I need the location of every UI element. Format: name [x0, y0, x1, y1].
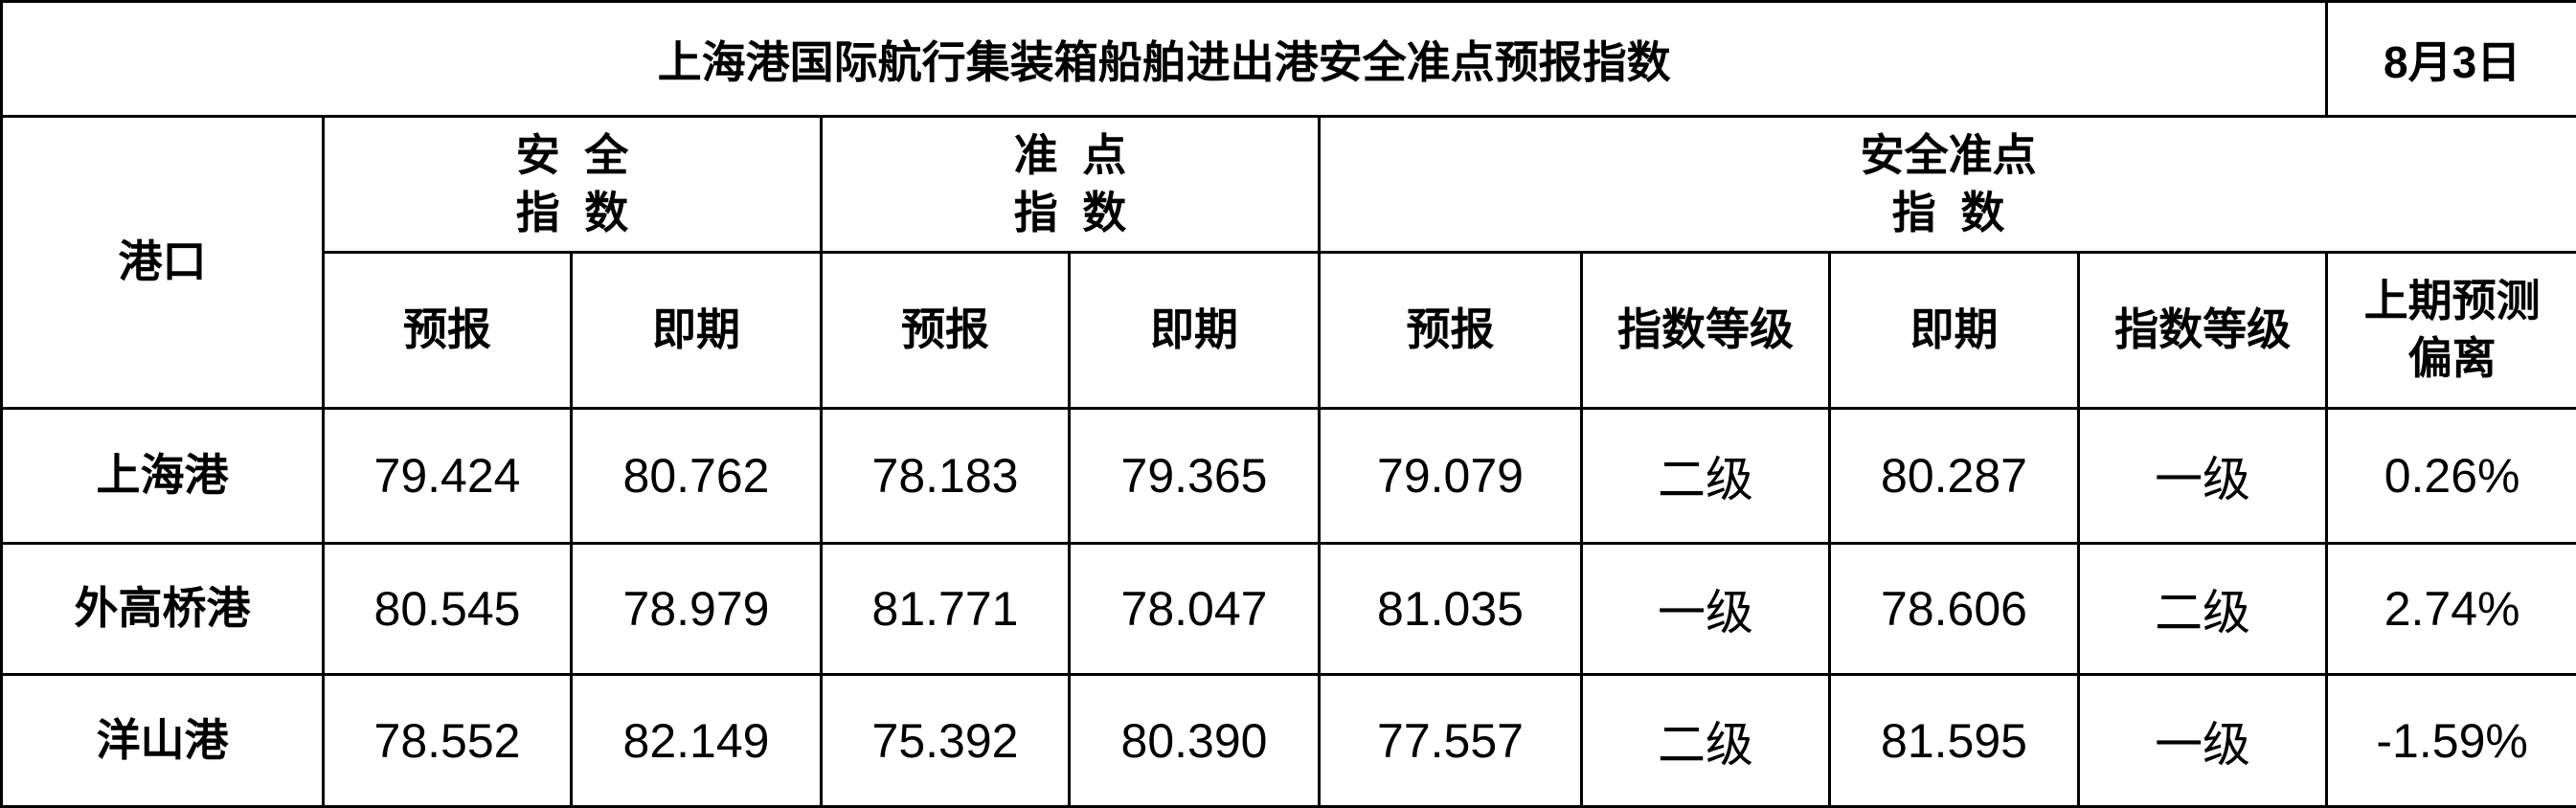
table-row: 上海港 79.424 80.762 78.183 79.365 79.079 二… — [2, 409, 2576, 544]
cell: 79.365 — [1070, 409, 1320, 544]
cell: 80.287 — [1830, 409, 2079, 544]
cell: 二级 — [1582, 409, 1830, 544]
port-name: 外高桥港 — [2, 544, 324, 675]
header-line: 指 数 — [1321, 185, 2576, 242]
header-safety-index: 安 全 指 数 — [324, 117, 822, 253]
header-line: 指 数 — [325, 185, 820, 242]
cell: 78.979 — [572, 544, 822, 675]
subheader: 预报 — [822, 253, 1070, 409]
table-row: 洋山港 78.552 82.149 75.392 80.390 77.557 二… — [2, 675, 2576, 807]
cell: -1.59% — [2327, 675, 2576, 807]
header-punctuality-index: 准 点 指 数 — [822, 117, 1320, 253]
cell: 81.771 — [822, 544, 1070, 675]
subheader: 预报 — [324, 253, 572, 409]
cell: 81.595 — [1830, 675, 2079, 807]
subheader: 即期 — [1070, 253, 1320, 409]
subheader: 即期 — [572, 253, 822, 409]
port-name: 上海港 — [2, 409, 324, 544]
cell: 一级 — [2079, 675, 2327, 807]
cell: 79.424 — [324, 409, 572, 544]
cell: 82.149 — [572, 675, 822, 807]
cell: 75.392 — [822, 675, 1070, 807]
header-line: 指 数 — [823, 185, 1318, 242]
cell: 0.26% — [2327, 409, 2576, 544]
report-date: 8月3日 — [2327, 2, 2576, 117]
cell: 80.545 — [324, 544, 572, 675]
cell: 二级 — [1582, 675, 1830, 807]
header-line: 上期预测 — [2328, 273, 2576, 330]
header-line: 安 全 — [325, 127, 820, 185]
cell: 78.183 — [822, 409, 1070, 544]
cell: 80.390 — [1070, 675, 1320, 807]
table-row: 外高桥港 80.545 78.979 81.771 78.047 81.035 … — [2, 544, 2576, 675]
cell: 79.079 — [1320, 409, 1582, 544]
cell: 78.552 — [324, 675, 572, 807]
header-line: 准 点 — [823, 127, 1318, 185]
cell: 77.557 — [1320, 675, 1582, 807]
header-line: 安全准点 — [1321, 127, 2576, 185]
cell: 一级 — [1582, 544, 1830, 675]
cell: 78.606 — [1830, 544, 2079, 675]
header-port: 港口 — [2, 117, 324, 409]
table-title: 上海港国际航行集装箱船舶进出港安全准点预报指数 — [2, 2, 2327, 117]
cell: 80.762 — [572, 409, 822, 544]
subheader: 预报 — [1320, 253, 1582, 409]
subheader: 即期 — [1830, 253, 2079, 409]
cell: 2.74% — [2327, 544, 2576, 675]
cell: 78.047 — [1070, 544, 1320, 675]
cell: 二级 — [2079, 544, 2327, 675]
cell: 81.035 — [1320, 544, 1582, 675]
subheader: 指数等级 — [2079, 253, 2327, 409]
cell: 一级 — [2079, 409, 2327, 544]
port-name: 洋山港 — [2, 675, 324, 807]
header-safety-punctuality-index: 安全准点 指 数 — [1320, 117, 2576, 253]
subheader: 指数等级 — [1582, 253, 1830, 409]
subheader-deviation: 上期预测 偏离 — [2327, 253, 2576, 409]
header-line: 偏离 — [2328, 330, 2576, 388]
